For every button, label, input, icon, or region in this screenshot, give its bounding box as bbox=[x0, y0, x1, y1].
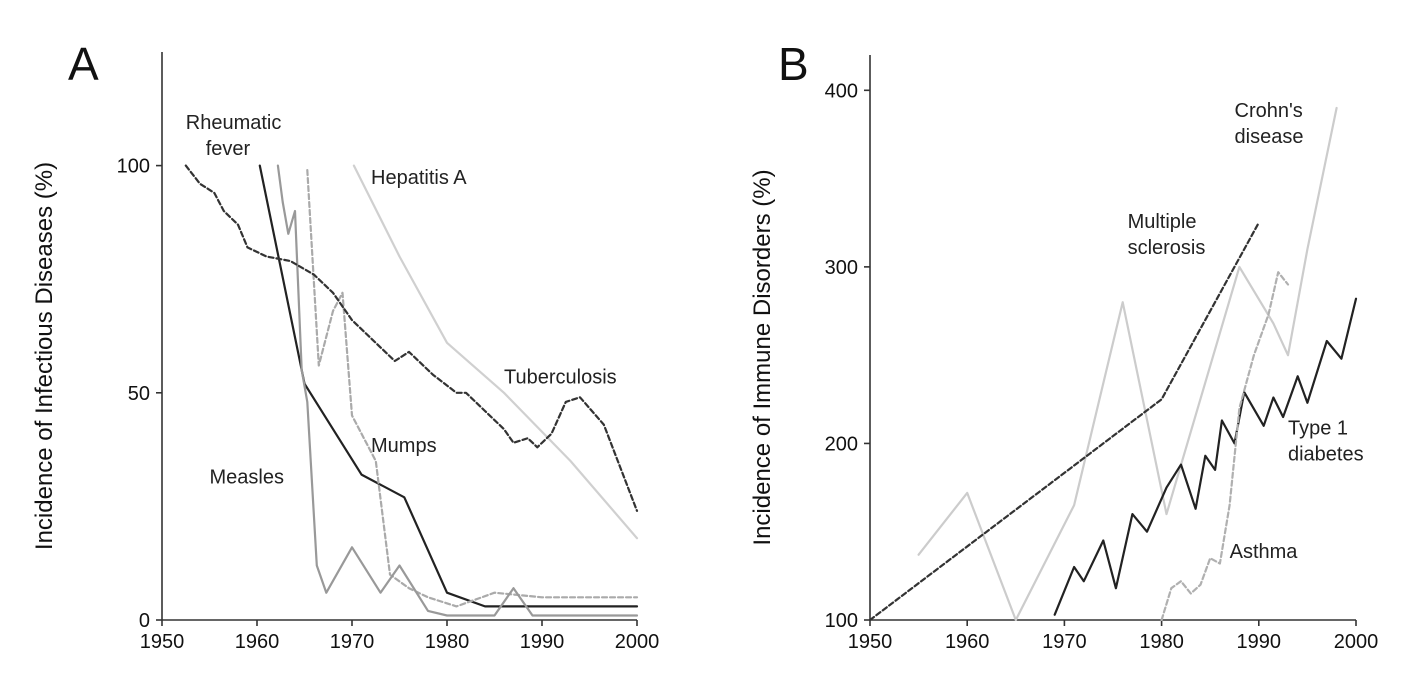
y-tick-label: 300 bbox=[825, 257, 858, 279]
annotation-line: Rheumatic bbox=[186, 112, 282, 134]
y-tick-label: 400 bbox=[825, 80, 858, 102]
x-tick-label: 1970 bbox=[1042, 631, 1087, 653]
annotation-line: sclerosis bbox=[1128, 237, 1206, 259]
x-tick-label: 2000 bbox=[615, 631, 660, 653]
y-tick-label: 50 bbox=[128, 383, 150, 405]
series-annotation: Type 1 diabetes bbox=[1288, 418, 1364, 466]
series-annotation: Tuberculosis bbox=[504, 367, 617, 389]
series-line-measles bbox=[276, 164, 639, 617]
series-line-crohn-s-disease bbox=[917, 106, 1338, 622]
series-annotation: Measles bbox=[210, 467, 284, 489]
series-annotation: Hepatitis A bbox=[371, 167, 467, 189]
x-tick-label: 1950 bbox=[848, 631, 893, 653]
y-tick-label: 100 bbox=[825, 610, 858, 632]
x-tick-label: 1980 bbox=[1139, 631, 1184, 653]
annotation-line: Mumps bbox=[371, 435, 437, 457]
annotation-line: disease bbox=[1235, 126, 1304, 148]
series-annotation: Mumps bbox=[371, 435, 437, 457]
annotation-line: Tuberculosis bbox=[504, 367, 617, 389]
series-line-mumps bbox=[306, 169, 639, 608]
series-line-multiple-sclerosis bbox=[868, 221, 1260, 622]
x-tick-label: 2000 bbox=[1334, 631, 1379, 653]
x-tick-label: 1970 bbox=[330, 631, 375, 653]
x-tick-label: 1980 bbox=[425, 631, 470, 653]
y-axis-label: Incidence of Infectious Diseases (%) bbox=[31, 162, 58, 550]
series-annotation: Asthma bbox=[1230, 541, 1299, 563]
x-tick-label: 1950 bbox=[140, 631, 185, 653]
panel-label: A bbox=[68, 38, 99, 90]
annotation-line: Measles bbox=[210, 467, 284, 489]
panel-label: B bbox=[778, 38, 809, 90]
x-tick-label: 1960 bbox=[235, 631, 280, 653]
annotation-line: Asthma bbox=[1230, 541, 1299, 563]
annotation-line: fever bbox=[206, 138, 251, 160]
series-annotation: Crohn's disease bbox=[1235, 100, 1304, 148]
annotation-line: Type 1 bbox=[1288, 418, 1348, 440]
chart-panel-b: B 1950 1960 1970 1980 1990 2000 100 200 300 400 Inc… bbox=[749, 38, 1378, 653]
annotation-line: Crohn's bbox=[1235, 100, 1303, 122]
x-tick-label: 1990 bbox=[520, 631, 565, 653]
series-line-hepatitis-a bbox=[352, 164, 639, 540]
y-axis-label: Incidence of Immune Disorders (%) bbox=[749, 169, 776, 545]
series-line-asthma bbox=[1160, 271, 1290, 622]
y-tick-label: 200 bbox=[825, 433, 858, 455]
series-line-tuberculosis bbox=[184, 164, 639, 512]
series-annotation: Rheumatic fever bbox=[186, 112, 282, 160]
annotation-line: Multiple bbox=[1128, 211, 1197, 233]
y-tick-label: 0 bbox=[139, 610, 150, 632]
annotation-line: Hepatitis A bbox=[371, 167, 467, 189]
chart-panel-a: A 1950 1960 1970 1980 1990 2000 0 50 100 Incidence… bbox=[31, 38, 659, 653]
series-line-type-1-diabetes bbox=[1053, 297, 1358, 616]
y-tick-label: 100 bbox=[117, 156, 150, 178]
x-tick-label: 1990 bbox=[1237, 631, 1282, 653]
x-tick-label: 1960 bbox=[945, 631, 990, 653]
annotation-line: diabetes bbox=[1288, 444, 1364, 466]
series-annotation: Multiple sclerosis bbox=[1128, 211, 1206, 259]
